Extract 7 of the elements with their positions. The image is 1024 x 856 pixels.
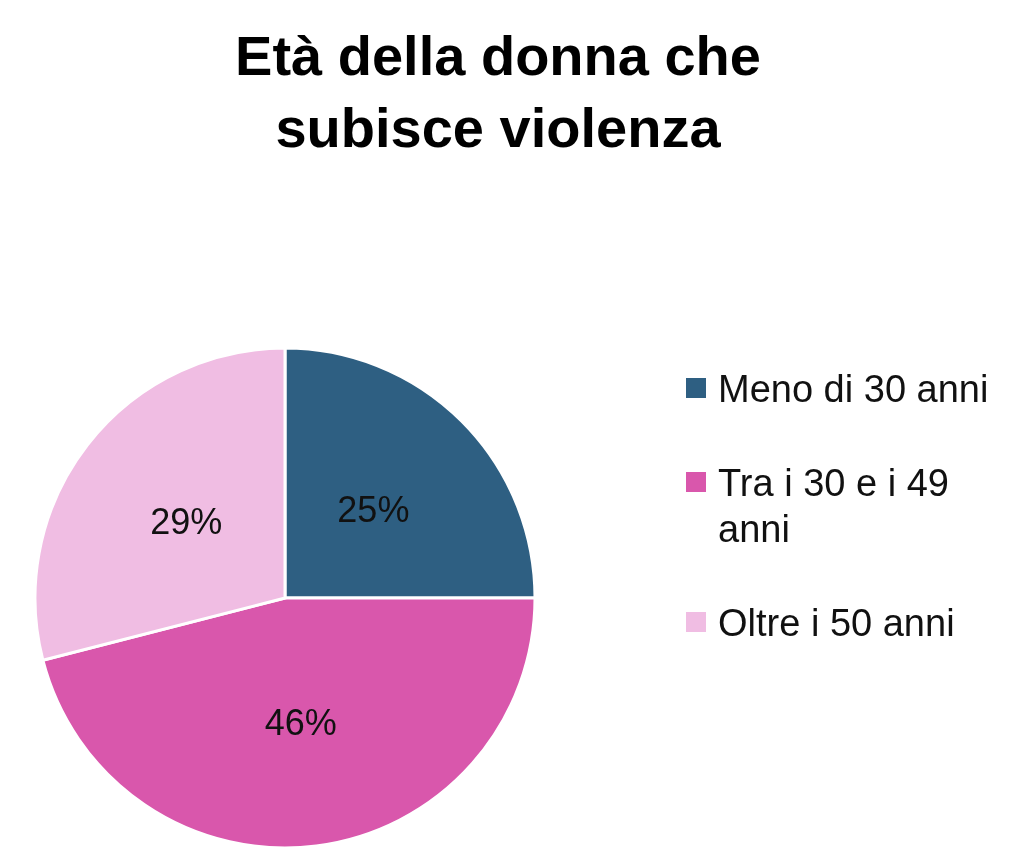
- chart-title: Età della donna che subisce violenza: [234, 23, 762, 161]
- data-label: 25%: [337, 489, 410, 531]
- legend-label: Meno di 30 anni: [718, 367, 990, 412]
- data-label: 29%: [150, 501, 223, 543]
- data-label: 46%: [264, 701, 337, 743]
- legend-label: Tra i 30 e i 49 anni: [718, 461, 950, 552]
- legend-label: Oltre i 50 anni: [718, 601, 956, 646]
